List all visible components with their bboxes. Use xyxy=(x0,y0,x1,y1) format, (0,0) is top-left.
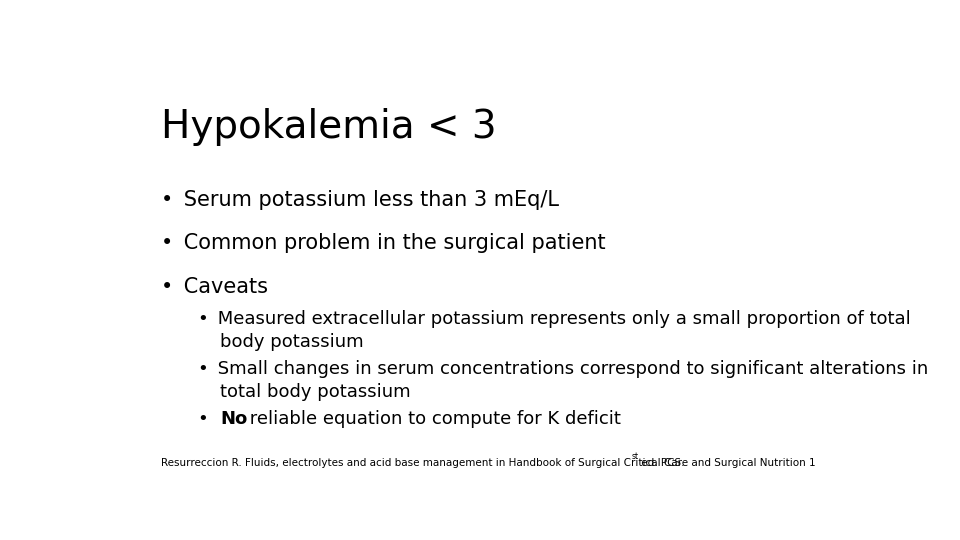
Text: No: No xyxy=(221,410,248,428)
Text: • Measured extracellular potassium represents only a small proportion of total: • Measured extracellular potassium repre… xyxy=(198,310,911,328)
Text: • Small changes in serum concentrations correspond to significant alterations in: • Small changes in serum concentrations … xyxy=(198,360,928,378)
Text: •: • xyxy=(198,410,218,428)
Text: • Common problem in the surgical patient: • Common problem in the surgical patient xyxy=(161,233,606,253)
Text: Hypokalemia < 3: Hypokalemia < 3 xyxy=(161,109,496,146)
Text: ed. PCS.: ed. PCS. xyxy=(637,458,684,468)
Text: body potassium: body potassium xyxy=(221,333,364,351)
Text: • Serum potassium less than 3 mEq/L: • Serum potassium less than 3 mEq/L xyxy=(161,190,559,210)
Text: total body potassium: total body potassium xyxy=(221,383,411,401)
Text: • Caveats: • Caveats xyxy=(161,277,268,297)
Text: Resurreccion R. Fluids, electrolytes and acid base management in Handbook of Sur: Resurreccion R. Fluids, electrolytes and… xyxy=(161,458,816,468)
Text: reliable equation to compute for K deficit: reliable equation to compute for K defic… xyxy=(244,410,621,428)
Text: st: st xyxy=(632,453,638,461)
